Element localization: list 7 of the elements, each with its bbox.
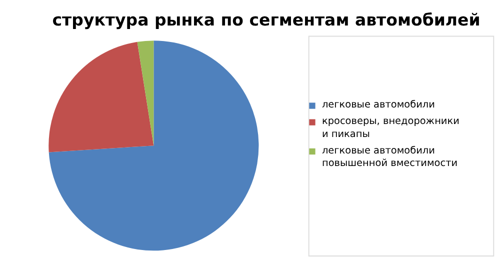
pie-slice (48, 40, 259, 251)
legend-label: легковые автомобили (322, 100, 435, 111)
chart-title: структура рынка по сегментам автомобилей (52, 10, 480, 30)
pie-slice (48, 42, 154, 152)
legend-label: кросоверы, внедорожники и пикапы (322, 116, 460, 140)
legend-label: легковые автомобили повышенной вместимости (322, 145, 458, 170)
pie-slice (137, 40, 154, 146)
